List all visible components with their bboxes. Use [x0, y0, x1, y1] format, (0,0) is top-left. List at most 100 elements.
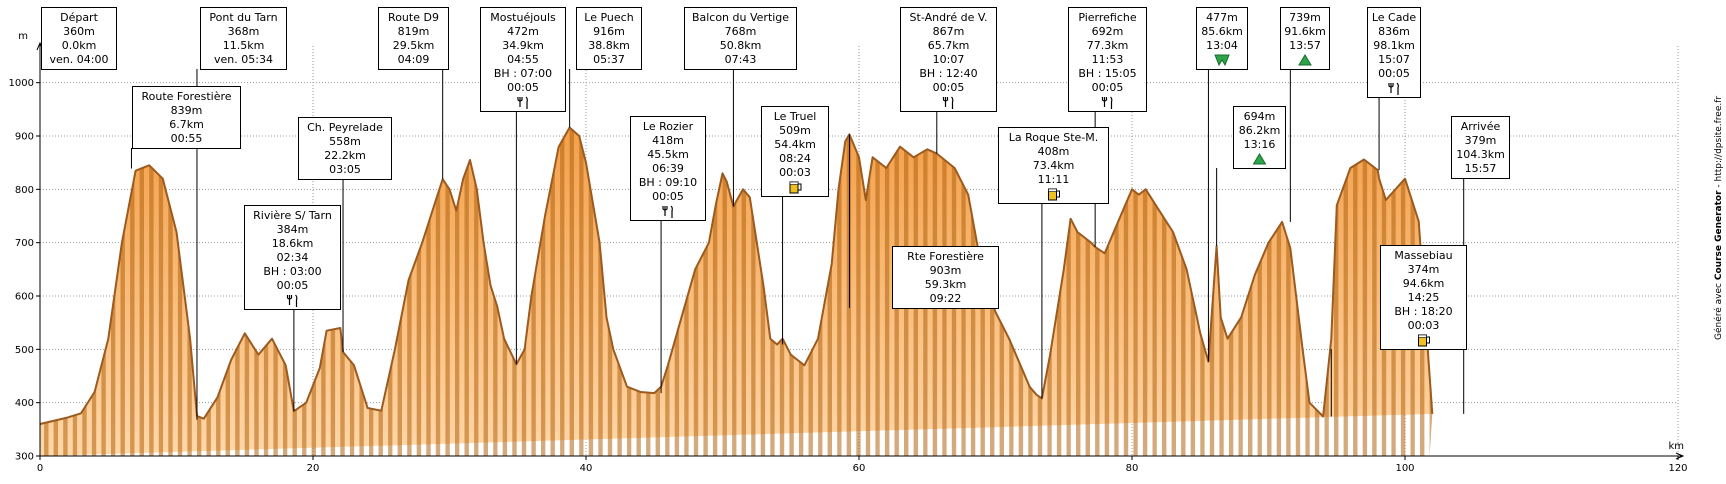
waypoint-text: 692m — [1092, 25, 1124, 38]
summit-triangle — [1252, 153, 1267, 165]
waypoint-box — [378, 7, 449, 70]
profile-shade-strip — [254, 348, 259, 456]
profile-shade-strip — [1123, 198, 1129, 457]
profile-shade-strip — [990, 294, 995, 456]
waypoint-text: 558m — [329, 135, 361, 148]
waypoint-text: BH : 15:05 — [1078, 67, 1136, 80]
waypoint-text: Rte Forestière — [907, 250, 984, 263]
profile-shade-strip — [53, 419, 58, 456]
profile-shade-strip — [1037, 395, 1043, 456]
profile-shade-strip — [158, 174, 164, 456]
waypoint-text: 09:22 — [930, 292, 962, 305]
waypoint-box — [684, 7, 797, 70]
profile-shade-strip — [1162, 214, 1167, 456]
waypoint-text: 00:05 — [1378, 67, 1410, 80]
profile-shade-strip — [980, 261, 985, 456]
profile-shade-strip — [1066, 218, 1071, 456]
waypoint-text: 374m — [1408, 263, 1440, 276]
waypoint-text: 04:55 — [507, 53, 539, 66]
beer-foam — [1418, 334, 1427, 338]
beer-icon — [1418, 334, 1430, 347]
waypoint-text: 384m — [277, 223, 309, 236]
waypoint-text: 91.6km — [1284, 25, 1326, 38]
waypoint-text: 73.4km — [1033, 159, 1075, 172]
y-tick-label: 900 — [15, 132, 34, 143]
profile-shade-strip — [235, 343, 240, 456]
profile-shade-strip — [1104, 243, 1110, 456]
profile-shade-strip — [206, 407, 211, 456]
fork-knife-icon — [1388, 82, 1399, 95]
profile-shade-strip — [464, 163, 469, 456]
fork-knife-shape — [1101, 96, 1113, 109]
waypoint-text: 59.3km — [925, 278, 967, 291]
profile-shade-strip — [827, 261, 832, 456]
profile-shade-strip — [1362, 159, 1368, 456]
profile-shade-strip — [311, 377, 316, 456]
waypoint-text: 08:24 — [779, 152, 811, 165]
profile-shade-strip — [378, 403, 383, 456]
profile-shade-strip — [1248, 282, 1253, 456]
waypoint-text: 13:04 — [1206, 39, 1238, 52]
beer-icon — [1048, 188, 1060, 201]
profile-shade-strip — [569, 127, 574, 456]
x-tick-label: 120 — [1668, 463, 1687, 474]
profile-shade-strip — [1238, 312, 1243, 456]
y-tick-label: 300 — [15, 452, 34, 463]
summit-icon — [1298, 54, 1312, 66]
waypoint-text: Pont du Tarn — [209, 11, 277, 24]
waypoint-text: Massebiau — [1394, 249, 1452, 262]
profile-shade-strip — [1114, 220, 1119, 456]
waypoint-text: 07:43 — [725, 53, 757, 66]
profile-shade-strip — [751, 206, 756, 456]
profile-shade-strip — [1343, 174, 1348, 456]
waypoint-text: 00:03 — [779, 166, 811, 179]
waypoint-text: 00:05 — [277, 279, 309, 292]
waypoint-text: 00:05 — [933, 81, 965, 94]
waypoint-text: Le Cade — [1372, 11, 1417, 24]
waypoint-text: Route D9 — [388, 11, 439, 24]
profile-shade-strip — [273, 341, 278, 456]
waypoint-text: Pierrefiche — [1078, 11, 1137, 24]
profile-shade-strip — [111, 288, 116, 456]
waypoint-text: 02:34 — [277, 251, 309, 264]
profile-shade-strip — [579, 136, 584, 456]
fork-knife-icon — [662, 205, 673, 218]
profile-shade-strip — [1047, 344, 1052, 456]
profile-shade-strip — [627, 386, 632, 456]
profile-shade-strip — [91, 385, 97, 456]
waypoint-text: 54.4km — [774, 138, 816, 151]
profile-shade-strip — [818, 314, 823, 456]
profile-shade-strip — [340, 328, 345, 456]
profile-shade-strip — [445, 183, 450, 457]
profile-shade-strip — [531, 270, 536, 456]
y-axis-label: m — [18, 31, 28, 42]
waypoint-text: 15:57 — [1465, 162, 1497, 175]
waypoint-text: 839m — [171, 104, 203, 117]
waypoint-text: 05:37 — [593, 53, 625, 66]
waypoint-text: 867m — [933, 25, 965, 38]
waypoint-text: 00:55 — [171, 132, 203, 145]
profile-shade-strip — [369, 408, 374, 456]
waypoint-text: 04:09 — [398, 53, 430, 66]
waypoint-text: 379m — [1465, 134, 1497, 147]
waypoint-box — [200, 7, 287, 70]
profile-shade-strip — [1219, 293, 1224, 456]
waypoint-text: 00:03 — [1408, 319, 1440, 332]
waypoint-box — [1068, 7, 1147, 112]
beer-handle — [1426, 336, 1430, 344]
profile-shade-strip — [416, 245, 422, 456]
waypoint-box — [900, 7, 997, 112]
profile-shade-strip — [216, 389, 221, 456]
waypoint-text: 14:25 — [1408, 291, 1440, 304]
profile-shade-strip — [512, 355, 517, 456]
profile-shade-strip — [741, 189, 746, 457]
